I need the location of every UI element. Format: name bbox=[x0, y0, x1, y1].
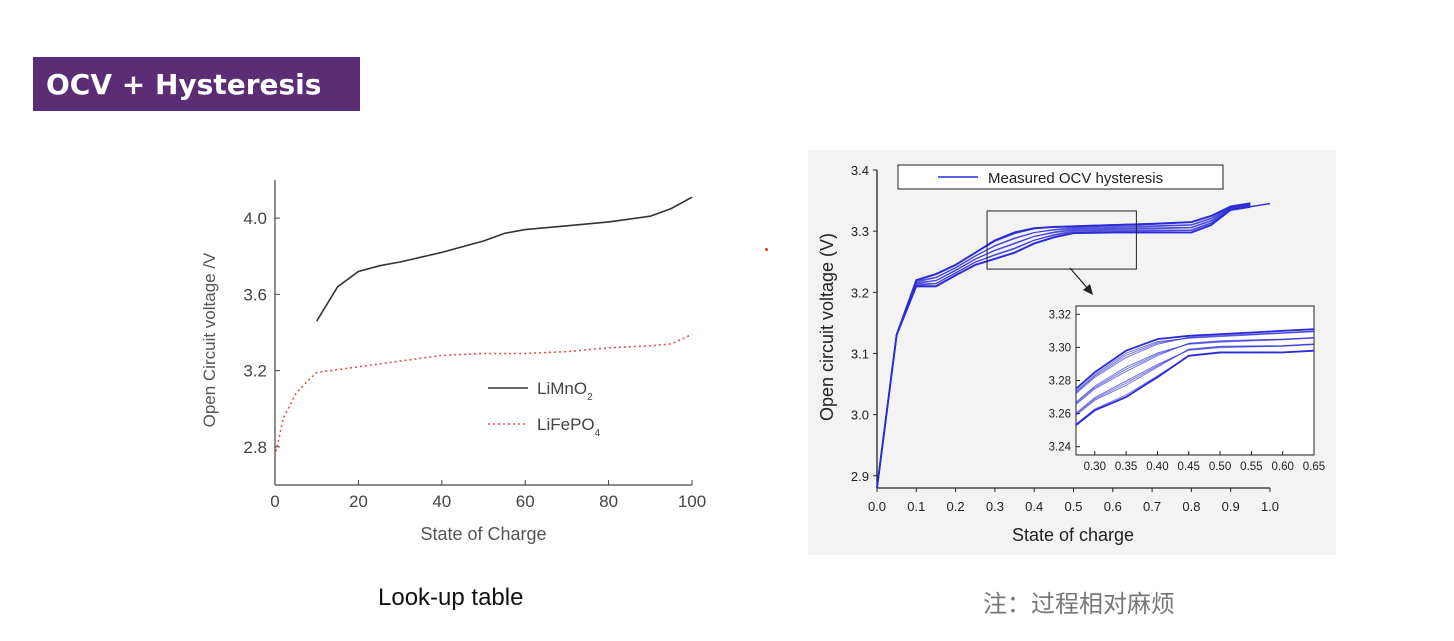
inset-x-tick-label: 0.30 bbox=[1084, 461, 1106, 473]
y-tick-label: 3.6 bbox=[243, 285, 267, 304]
hysteresis-curve bbox=[876, 203, 1251, 487]
x-axis-label: State of Charge bbox=[420, 524, 546, 544]
hysteresis-tail bbox=[1250, 202, 1271, 208]
legend-label: Measured OCV hysteresis bbox=[988, 170, 1163, 187]
legend-label: LiFePO4 bbox=[537, 415, 601, 439]
inset-hysteresis-curve bbox=[1075, 337, 1315, 405]
inset-frame bbox=[1075, 305, 1315, 456]
hysteresis-lower-branch bbox=[876, 205, 1251, 489]
hysteresis-curve bbox=[876, 203, 1251, 487]
x-tick-label: 1.0 bbox=[1261, 499, 1279, 514]
series-line-lifepo bbox=[274, 333, 693, 457]
x-tick-label: 20 bbox=[349, 492, 368, 511]
x-tick-label: 60 bbox=[516, 492, 535, 511]
caption-note: 注：过程相对麻烦 bbox=[983, 590, 1175, 618]
y-tick-label: 2.8 bbox=[243, 438, 267, 457]
y-tick-label: 3.2 bbox=[243, 362, 267, 381]
red-dot bbox=[765, 248, 768, 251]
hysteresis-curve bbox=[876, 204, 1251, 487]
x-tick-label: 0 bbox=[270, 492, 279, 511]
y-tick-label: 3.1 bbox=[851, 346, 869, 361]
y-axis-label: Open circuit voltage (V) bbox=[817, 233, 837, 421]
x-tick-label: 0.2 bbox=[947, 499, 965, 514]
zoom-box bbox=[986, 210, 1137, 270]
inset-chart: 0.30 0.35 0.40 0.45 0.50 0.55 0.60 0.65 3.24 3.26… bbox=[1049, 305, 1325, 473]
y-tick-label: 3.0 bbox=[851, 408, 869, 423]
inset-x-tick-label: 0.50 bbox=[1209, 461, 1231, 473]
x-tick-label: 80 bbox=[599, 492, 618, 511]
chart-left: 0 20 40 60 80 100 2.8 3.2 3.6 4.0 State of Charge O… bbox=[200, 180, 706, 544]
y-tick-label: 4.0 bbox=[243, 209, 267, 228]
x-tick-label: 0.1 bbox=[907, 499, 925, 514]
zoom-arrowhead bbox=[1083, 284, 1093, 295]
inset-x-tick-label: 0.45 bbox=[1178, 461, 1200, 473]
inset-x-tick-label: 0.60 bbox=[1271, 461, 1293, 473]
series-line-limno bbox=[316, 196, 693, 322]
slide-title: OCV + Hysteresis bbox=[33, 57, 360, 111]
x-tick-label: 0.6 bbox=[1104, 499, 1122, 514]
inset-y-tick-label: 3.26 bbox=[1049, 409, 1071, 421]
inset-hysteresis-curve bbox=[1075, 330, 1315, 394]
x-tick-label: 0.3 bbox=[986, 499, 1004, 514]
x-tick-label: 40 bbox=[432, 492, 451, 511]
inset-hysteresis-curve bbox=[1075, 343, 1315, 416]
inset-x-tick-label: 0.35 bbox=[1115, 461, 1137, 473]
hysteresis-upper-branch bbox=[876, 202, 1251, 489]
inset-lower-branch bbox=[1075, 349, 1315, 426]
x-tick-label: 0.7 bbox=[1143, 499, 1161, 514]
x-axis-label: State of charge bbox=[1012, 525, 1134, 545]
y-tick-label: 2.9 bbox=[851, 469, 869, 484]
inset-x-tick-label: 0.55 bbox=[1240, 461, 1262, 473]
y-tick-label: 3.2 bbox=[851, 285, 869, 300]
inset-y-tick-label: 3.32 bbox=[1049, 309, 1071, 321]
x-tick-label: 0.0 bbox=[868, 499, 886, 514]
inset-x-tick-label: 0.65 bbox=[1303, 461, 1325, 473]
x-tick-label: 0.8 bbox=[1182, 499, 1200, 514]
inset-y-tick-label: 3.30 bbox=[1049, 342, 1071, 354]
chart-right: 0.0 0.1 0.2 0.3 0.4 0.5 0.6 0.7 0.8 0.9 1.0 2.9 3.0 3… bbox=[817, 163, 1325, 545]
y-tick-label: 3.3 bbox=[851, 224, 869, 239]
x-tick-label: 0.4 bbox=[1025, 499, 1043, 514]
legend-label: LiMnO2 bbox=[537, 379, 593, 403]
zoom-arrow bbox=[1069, 267, 1090, 291]
inset-x-tick-label: 0.40 bbox=[1146, 461, 1168, 473]
inset-y-tick-label: 3.24 bbox=[1049, 442, 1072, 454]
x-tick-label: 100 bbox=[678, 492, 706, 511]
y-axis-label: Open Circuit voltage /V bbox=[200, 252, 219, 427]
inset-y-tick-label: 3.28 bbox=[1049, 376, 1071, 388]
x-tick-label: 0.9 bbox=[1222, 499, 1240, 514]
inset-upper-branch bbox=[1075, 328, 1315, 390]
y-tick-label: 3.4 bbox=[851, 163, 869, 178]
caption-look-up-table: Look-up table bbox=[378, 584, 524, 611]
x-tick-label: 0.5 bbox=[1064, 499, 1082, 514]
